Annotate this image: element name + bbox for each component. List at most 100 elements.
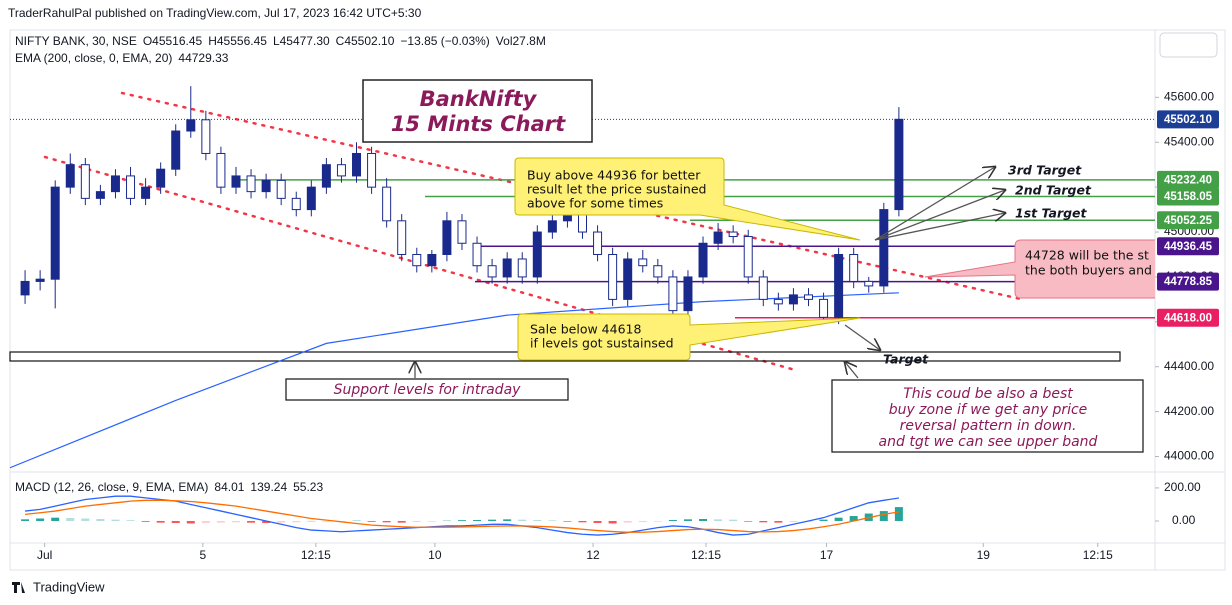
histogram-bar (593, 520, 602, 523)
macd-value: 55.23 (293, 480, 323, 494)
quote: −13.85 (−0.03%) (400, 34, 489, 48)
quote: L45477.30 (273, 34, 330, 48)
y-tick-label: 44000.00 (1164, 449, 1214, 463)
x-tick-label: 12:15 (301, 548, 331, 562)
quote: C45502.10 (336, 34, 395, 48)
histogram-bar (66, 518, 75, 521)
histogram-bar (759, 520, 768, 523)
y-tick-label: 44200.00 (1164, 404, 1214, 418)
histogram-bar (21, 519, 30, 521)
plot (10, 86, 1155, 469)
arrow (874, 190, 1005, 241)
candle-body (276, 179, 286, 199)
candle-body (216, 152, 226, 188)
callout (517, 313, 861, 361)
histogram-bar (367, 520, 376, 522)
candle-body (367, 152, 377, 188)
candle-body (502, 258, 512, 278)
histogram-bar (126, 520, 135, 521)
quote: Vol27.8M (496, 34, 546, 48)
macd-line (24, 495, 899, 536)
candle-body (758, 276, 768, 300)
histogram-bar (894, 507, 903, 521)
candle-body (713, 231, 723, 244)
histogram-bar (548, 520, 557, 521)
x-tick-label: 12:15 (691, 548, 721, 562)
histogram-bar (744, 520, 753, 522)
candle-body (95, 191, 105, 199)
x-tick-label: 5 (199, 548, 206, 562)
callout-text: above for some times (527, 196, 663, 211)
candle-body (20, 280, 30, 296)
candle-body (834, 253, 844, 318)
histogram-bar (533, 519, 542, 521)
histogram-bar (608, 520, 617, 524)
price-label-bg (1157, 237, 1219, 256)
histogram-bar (111, 519, 120, 521)
y-tick-label: 45400.00 (1164, 134, 1214, 148)
candle-body (110, 175, 120, 193)
histogram-bar (488, 519, 497, 521)
annotations: BankNifty 15 Mints Chart Buy above 44936… (285, 79, 1155, 453)
menu-button[interactable] (1159, 32, 1218, 58)
histogram-bar (699, 519, 708, 521)
histogram-bar (201, 520, 210, 523)
candle-body (201, 119, 211, 154)
publisher: TraderRahulPal published on TradingView.… (8, 6, 422, 20)
callout-text: Sale below 44618 (530, 322, 641, 337)
candle-body (412, 253, 422, 267)
candle-body (803, 294, 813, 300)
price-label-bg (1157, 187, 1219, 206)
x-tick-label: 10 (428, 548, 442, 562)
candle-body (306, 186, 316, 211)
histogram-bar (819, 519, 828, 521)
note-box (285, 378, 569, 401)
histogram-bar (774, 520, 783, 523)
histogram-bar (322, 520, 331, 522)
histogram-bar (653, 520, 662, 522)
candle-body (427, 253, 437, 267)
candle-body (593, 231, 603, 255)
macd-line (24, 499, 899, 533)
candle-body (442, 220, 452, 255)
candle-body (472, 242, 482, 267)
callout (924, 239, 1155, 299)
macd-value: 139.24 (250, 480, 287, 494)
histogram-bar (563, 520, 572, 522)
histogram-bar (96, 519, 105, 521)
arrow (874, 213, 1005, 241)
price-label-bg (1157, 211, 1219, 230)
target-label: 3rd Target (1008, 163, 1082, 178)
histogram-bar (141, 520, 150, 522)
histogram-bar (834, 517, 843, 521)
macd-value: 84.01 (214, 480, 244, 494)
candle-body (65, 164, 75, 188)
histogram-bar (397, 520, 406, 523)
candle-body (141, 186, 151, 199)
price-label-bg (1157, 308, 1219, 327)
y-tick-label: 0.00 (1172, 513, 1196, 527)
histogram-bar (668, 519, 677, 521)
title-box (362, 79, 593, 143)
histogram-bar (216, 520, 225, 523)
note-box (831, 379, 1144, 453)
histogram-bar (262, 520, 271, 523)
logo (12, 582, 25, 593)
histogram-bar (518, 519, 527, 521)
histogram-bar (683, 519, 692, 521)
price-label: 45052.25 (1164, 215, 1213, 227)
candle-body (608, 253, 618, 300)
callout-text: Buy above 44936 for better (527, 168, 701, 183)
candle-body (728, 231, 738, 238)
y-tick-label: 45600.00 (1164, 90, 1214, 104)
candle-body (457, 220, 467, 244)
price-label-bg (1157, 272, 1219, 291)
candle-body (638, 258, 648, 267)
footer: TradingView (33, 579, 105, 594)
callout-text: 44728 will be the st (1025, 248, 1149, 263)
arrow (845, 362, 859, 379)
histogram-bar (789, 520, 798, 522)
candle-body (698, 242, 708, 278)
trend-line (120, 91, 1027, 302)
